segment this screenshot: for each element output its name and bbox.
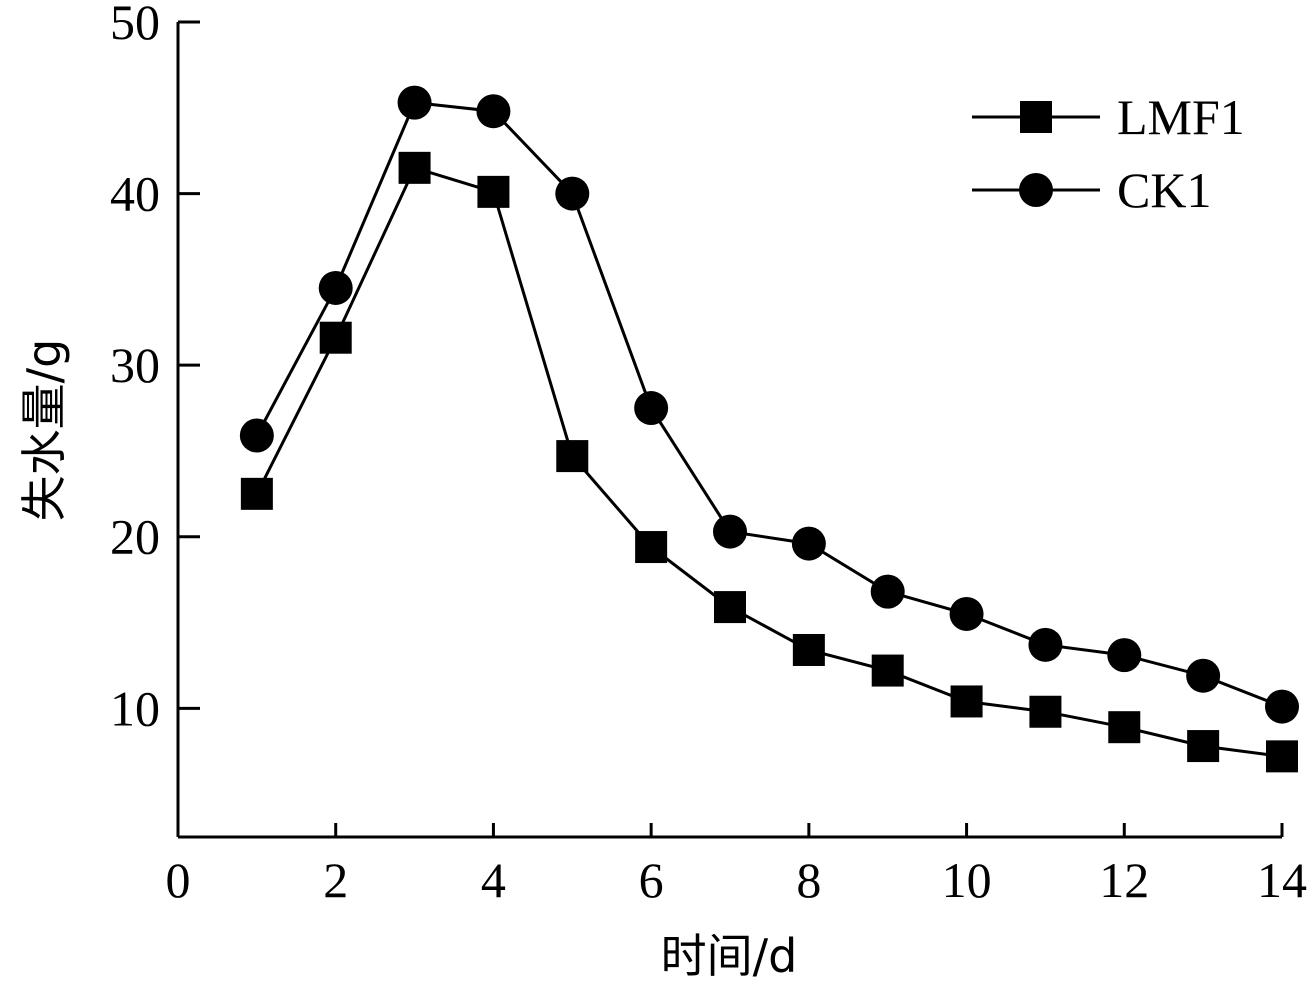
x-tick-label: 12 [1099, 852, 1149, 908]
series-lmf1 [240, 151, 1298, 773]
y-tick-label: 10 [110, 680, 160, 736]
data-point-lmf1 [556, 440, 589, 473]
data-point-ck1 [239, 418, 274, 453]
x-tick-label: 14 [1257, 852, 1307, 908]
x-tick-label: 10 [942, 852, 992, 908]
data-point-ck1 [949, 596, 984, 631]
data-point-lmf1 [1108, 711, 1141, 744]
x-axis-title: 时间/d [661, 929, 798, 983]
data-point-lmf1 [1029, 695, 1062, 728]
data-point-lmf1 [1187, 730, 1220, 763]
y-tick-label: 40 [110, 166, 160, 222]
y-axis-ticks: 10 20 30 40 50 [110, 0, 200, 736]
data-point-ck1 [791, 526, 826, 561]
data-point-ck1 [397, 85, 432, 120]
data-point-lmf1 [871, 654, 904, 687]
data-point-ck1 [318, 270, 353, 305]
data-point-lmf1 [319, 321, 352, 354]
chart-axes [176, 22, 1282, 839]
data-point-lmf1 [714, 591, 746, 624]
series-layer [239, 85, 1299, 773]
data-point-ck1 [634, 391, 669, 426]
data-point-ck1 [713, 514, 747, 549]
data-point-lmf1 [398, 151, 431, 184]
data-point-ck1 [1186, 658, 1221, 693]
series-ck1 [239, 85, 1299, 724]
legend-label-ck1: CK1 [1117, 162, 1211, 218]
x-tick-label: 4 [481, 852, 506, 908]
data-point-ck1 [1028, 627, 1063, 662]
x-tick-label: 8 [796, 852, 821, 908]
x-tick-label: 6 [639, 852, 664, 908]
data-point-lmf1 [1266, 740, 1298, 773]
legend-item-lmf1: LMF1 [972, 89, 1245, 145]
x-tick-label: 0 [166, 852, 191, 908]
legend-marker-lmf1 [1020, 101, 1052, 133]
legend-marker-ck1 [1019, 173, 1053, 207]
data-point-ck1 [870, 574, 905, 609]
data-point-ck1 [1107, 638, 1142, 673]
x-tick-label: 2 [323, 852, 348, 908]
data-point-lmf1 [240, 477, 273, 510]
y-axis-title: 失水量/g [17, 339, 71, 522]
x-axis-ticks: 0 2 4 6 8 10 12 14 [166, 823, 1307, 908]
y-tick-label: 20 [110, 509, 160, 565]
data-point-lmf1 [635, 531, 668, 564]
y-tick-label: 30 [110, 337, 160, 393]
data-point-lmf1 [792, 633, 825, 666]
data-point-ck1 [1265, 689, 1299, 724]
legend: LMF1 CK1 [972, 89, 1245, 218]
data-point-ck1 [555, 176, 590, 211]
legend-item-ck1: CK1 [972, 162, 1211, 218]
data-point-ck1 [476, 94, 511, 129]
y-tick-label: 50 [110, 0, 160, 50]
data-point-lmf1 [950, 685, 983, 718]
data-point-lmf1 [477, 175, 510, 208]
legend-label-lmf1: LMF1 [1117, 89, 1245, 145]
